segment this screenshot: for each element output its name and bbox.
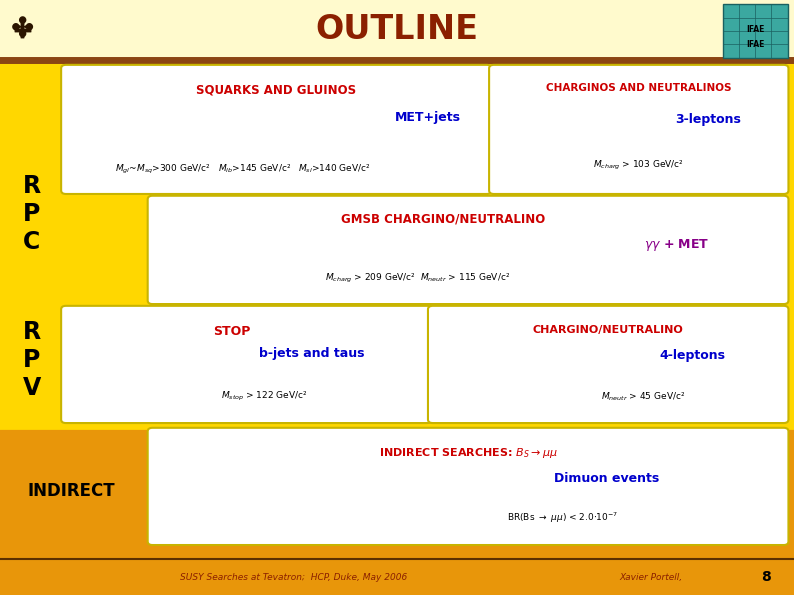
Text: 8: 8 bbox=[761, 570, 771, 584]
Text: IFAE: IFAE bbox=[746, 25, 765, 35]
Text: 3-leptons: 3-leptons bbox=[676, 113, 742, 126]
Text: INDIRECT SEARCHES: $B_S\rightarrow\mu\mu$: INDIRECT SEARCHES: $B_S\rightarrow\mu\mu… bbox=[379, 446, 557, 460]
Text: INDIRECT: INDIRECT bbox=[28, 482, 115, 500]
Text: R
P
V: R P V bbox=[23, 320, 40, 400]
Text: $M_{charg}$ > 103 GeV/c²: $M_{charg}$ > 103 GeV/c² bbox=[593, 159, 684, 172]
FancyBboxPatch shape bbox=[61, 65, 491, 194]
Text: CHARGINOS AND NEUTRALINOS: CHARGINOS AND NEUTRALINOS bbox=[546, 83, 731, 93]
Text: GMSB CHARGINO/NEUTRALINO: GMSB CHARGINO/NEUTRALINO bbox=[341, 212, 545, 226]
Bar bbox=[0, 428, 794, 559]
Text: MET+jets: MET+jets bbox=[395, 111, 461, 124]
FancyBboxPatch shape bbox=[489, 65, 788, 194]
Text: 4-leptons: 4-leptons bbox=[660, 349, 726, 362]
Text: CHARGINO/NEUTRALINO: CHARGINO/NEUTRALINO bbox=[533, 325, 684, 335]
Bar bbox=[0, 559, 794, 595]
Text: R
P
C: R P C bbox=[23, 174, 40, 254]
FancyBboxPatch shape bbox=[148, 196, 788, 304]
FancyBboxPatch shape bbox=[148, 428, 788, 545]
Bar bbox=[723, 4, 788, 58]
Text: $M_{charg}$ > 209 GeV/c²  $M_{neutr}$ > 115 GeV/c²: $M_{charg}$ > 209 GeV/c² $M_{neutr}$ > 1… bbox=[325, 272, 510, 286]
Text: IFAE: IFAE bbox=[746, 40, 765, 49]
Text: SQUARKS AND GLUINOS: SQUARKS AND GLUINOS bbox=[196, 83, 357, 96]
Text: Dimuon events: Dimuon events bbox=[554, 472, 660, 485]
Text: $M_{stop}$ > 122 GeV/c²: $M_{stop}$ > 122 GeV/c² bbox=[222, 390, 308, 403]
Bar bbox=[0, 60, 794, 428]
Text: OUTLINE: OUTLINE bbox=[315, 13, 479, 46]
Text: b-jets and taus: b-jets and taus bbox=[259, 347, 364, 360]
Text: STOP: STOP bbox=[214, 325, 251, 338]
Text: SUSY Searches at Tevatron;  HCP, Duke, May 2006: SUSY Searches at Tevatron; HCP, Duke, Ma… bbox=[180, 572, 407, 582]
Text: ✤: ✤ bbox=[10, 15, 34, 44]
Text: $\gamma\gamma$ + MET: $\gamma\gamma$ + MET bbox=[644, 237, 709, 253]
FancyBboxPatch shape bbox=[61, 306, 432, 423]
Text: Xavier Portell,: Xavier Portell, bbox=[619, 572, 683, 582]
FancyBboxPatch shape bbox=[428, 306, 788, 423]
Text: $M_{gl}$~$M_{sq}$>300 GeV/c²   $M_{lb}$>145 GeV/c²   $M_{sl}$>140 GeV/c²: $M_{gl}$~$M_{sq}$>300 GeV/c² $M_{lb}$>14… bbox=[115, 162, 371, 176]
Text: BR(Bs $\rightarrow$ $\mu\mu$) < 2.0$\cdot$10$^{-7}$: BR(Bs $\rightarrow$ $\mu\mu$) < 2.0$\cdo… bbox=[507, 511, 619, 525]
Text: $M_{neutr}$ > 45 GeV/c²: $M_{neutr}$ > 45 GeV/c² bbox=[601, 390, 685, 403]
Bar bbox=[0, 0, 794, 60]
